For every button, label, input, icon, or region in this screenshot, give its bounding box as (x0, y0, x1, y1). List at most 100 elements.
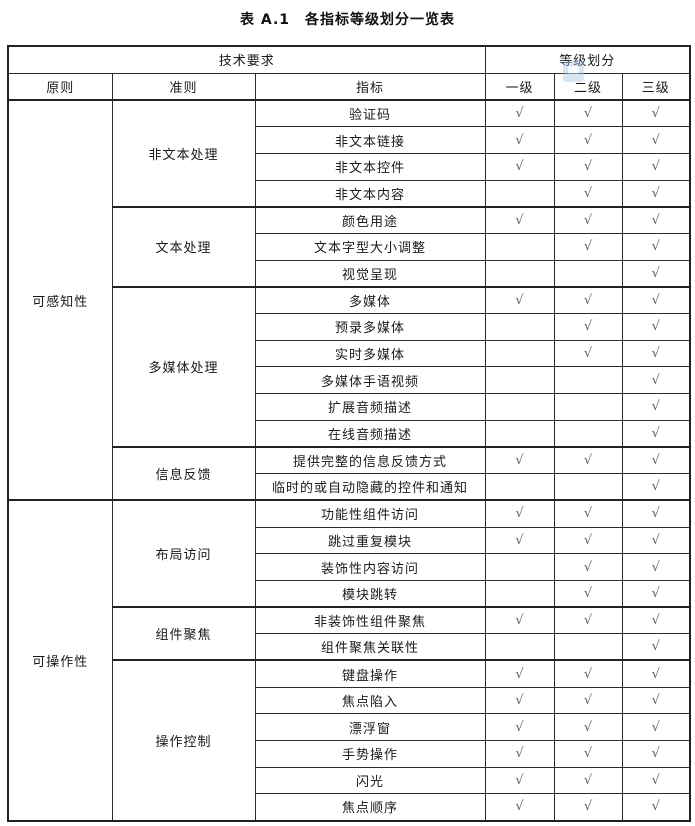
check-mark-cell-level-1: √ (484, 445, 555, 475)
check-mark-cell-level-2: √ (553, 766, 623, 795)
header-level-2: 二级 (553, 72, 623, 101)
empty-cell-level-2 (553, 473, 623, 501)
criterion-cell: 组件聚焦 (111, 606, 256, 661)
indicator-cell: 焦点顺序 (254, 793, 486, 822)
indicator-cell: 非文本控件 (254, 152, 486, 181)
empty-cell-level-1 (484, 179, 555, 208)
table-row: 可感知性 非文本处理 验证码 √ √ √ (7, 98, 691, 501)
check-mark-cell-level-3: √ (621, 473, 691, 501)
check-mark-cell-level-3: √ (621, 766, 691, 795)
check-mark-cell-level-3: √ (621, 179, 691, 208)
empty-cell-level-1 (484, 259, 555, 288)
check-mark-cell-level-3: √ (621, 126, 691, 154)
check-mark-cell-level-1: √ (484, 606, 555, 635)
empty-cell-level-1 (484, 339, 555, 368)
indicator-cell: 多媒体 (254, 285, 486, 314)
check-mark-cell-level-2: √ (553, 205, 623, 234)
check-mark-cell-level-3: √ (621, 793, 691, 822)
check-mark-cell-level-2: √ (553, 526, 623, 555)
empty-cell-level-1 (484, 232, 555, 261)
check-mark-cell-level-2: √ (553, 179, 623, 208)
check-mark-cell-level-1: √ (484, 526, 555, 555)
check-mark-cell-level-2: √ (553, 339, 623, 368)
check-mark-cell-level-3: √ (621, 579, 691, 608)
indicator-cell: 提供完整的信息反馈方式 (254, 445, 486, 475)
header-level-division: 等级划分 (484, 45, 691, 74)
header-tech-requirements: 技术要求 (7, 45, 486, 74)
table-row: 扩展音频描述 √ (8, 393, 691, 421)
header-row-columns: 原则 准则 指标 一级 二级 三级 (7, 72, 691, 101)
indicator-cell: 扩展音频描述 (254, 393, 486, 421)
check-mark-cell-level-2: √ (553, 713, 623, 741)
table-row: 预录多媒体 √ √ (8, 313, 691, 341)
check-mark-cell-level-3: √ (621, 393, 691, 421)
check-mark-cell-level-1: √ (484, 99, 555, 128)
empty-cell-level-2 (553, 366, 623, 395)
table-row: 焦点顺序 √ √ √ (8, 793, 691, 822)
check-mark-cell-level-3: √ (621, 740, 691, 768)
criterion-cell: 文本处理 (111, 205, 256, 288)
criterion-cell: 多媒体处理 (111, 285, 256, 448)
table-row: 临时的或自动隐藏的控件和通知 √ (8, 473, 691, 501)
indicator-level-table: 技术要求 等级划分 原则 准则 指标 一级 二级 三级 可感知性 非文本处理 验证码… (7, 45, 692, 822)
empty-cell-level-2 (553, 419, 623, 448)
table-row: 装饰性内容访问 √ √ (8, 553, 691, 581)
criterion-cell: 布局访问 (111, 499, 256, 608)
table-row: 多媒体处理 多媒体 √ √ √ (8, 285, 691, 448)
indicator-cell: 跳过重复模块 (254, 526, 486, 555)
indicator-cell: 焦点陷入 (254, 686, 486, 715)
check-mark-cell-level-1: √ (484, 205, 555, 234)
table-body: 可感知性 非文本处理 验证码 √ √ √ 非文本链接 √ √ √ 非文本控件 √ √ √ 非文本内容 √ √ 文本… (7, 98, 691, 822)
check-mark-cell-level-1: √ (484, 499, 555, 528)
indicator-cell: 视觉呈现 (254, 259, 486, 288)
check-mark-cell-level-3: √ (621, 313, 691, 341)
check-mark-cell-level-1: √ (484, 766, 555, 795)
table-row: 非文本内容 √ √ (8, 179, 691, 208)
check-mark-cell-level-1: √ (484, 686, 555, 715)
empty-cell-level-1 (484, 579, 555, 608)
check-mark-cell-level-2: √ (553, 285, 623, 314)
check-mark-cell-level-3: √ (621, 285, 691, 314)
table-row: 手势操作 √ √ √ (8, 740, 691, 768)
indicator-cell: 装饰性内容访问 (254, 553, 486, 581)
check-mark-cell-level-1: √ (484, 740, 555, 768)
check-mark-cell-level-3: √ (621, 633, 691, 661)
criterion-cell: 信息反馈 (111, 445, 256, 501)
table-row: 焦点陷入 √ √ √ (8, 686, 691, 715)
table-row: 闪光 √ √ √ (8, 766, 691, 795)
empty-cell-level-1 (484, 473, 555, 501)
check-mark-cell-level-3: √ (621, 152, 691, 181)
check-mark-cell-level-2: √ (553, 606, 623, 635)
empty-cell-level-1 (484, 393, 555, 421)
check-mark-cell-level-3: √ (621, 445, 691, 475)
indicator-cell: 文本字型大小调整 (254, 232, 486, 261)
empty-cell-level-2 (553, 259, 623, 288)
indicator-cell: 模块跳转 (254, 579, 486, 608)
check-mark-cell-level-3: √ (621, 259, 691, 288)
table-row: 组件聚焦 非装饰性组件聚焦 √ √ √ (8, 606, 691, 661)
table-row: 可操作性 布局访问 功能性组件访问 √ √ √ (7, 499, 691, 822)
header-level-3: 三级 (621, 72, 691, 101)
check-mark-cell-level-2: √ (553, 686, 623, 715)
indicator-cell: 多媒体手语视频 (254, 366, 486, 395)
header-level-1: 一级 (484, 72, 555, 101)
indicator-cell: 在线音频描述 (254, 419, 486, 448)
table-row: 操作控制 键盘操作 √ √ √ (8, 659, 691, 822)
check-mark-cell-level-3: √ (621, 205, 691, 234)
indicator-cell: 预录多媒体 (254, 313, 486, 341)
empty-cell-level-1 (484, 553, 555, 581)
table-row: 跳过重复模块 √ √ √ (8, 526, 691, 555)
table-row: 在线音频描述 √ (8, 419, 691, 448)
check-mark-cell-level-2: √ (553, 313, 623, 341)
indicator-cell: 非文本内容 (254, 179, 486, 208)
check-mark-cell-level-2: √ (553, 126, 623, 154)
indicator-cell: 实时多媒体 (254, 339, 486, 368)
indicator-cell: 键盘操作 (254, 659, 486, 688)
page-title: 表 A.1 各指标等级划分一览表 (239, 12, 456, 28)
check-mark-cell-level-1: √ (484, 285, 555, 314)
check-mark-cell-level-2: √ (553, 445, 623, 475)
table-row: 实时多媒体 √ √ (8, 339, 691, 368)
check-mark-cell-level-2: √ (553, 579, 623, 608)
check-mark-cell-level-3: √ (621, 659, 691, 688)
check-mark-cell-level-2: √ (553, 99, 623, 128)
